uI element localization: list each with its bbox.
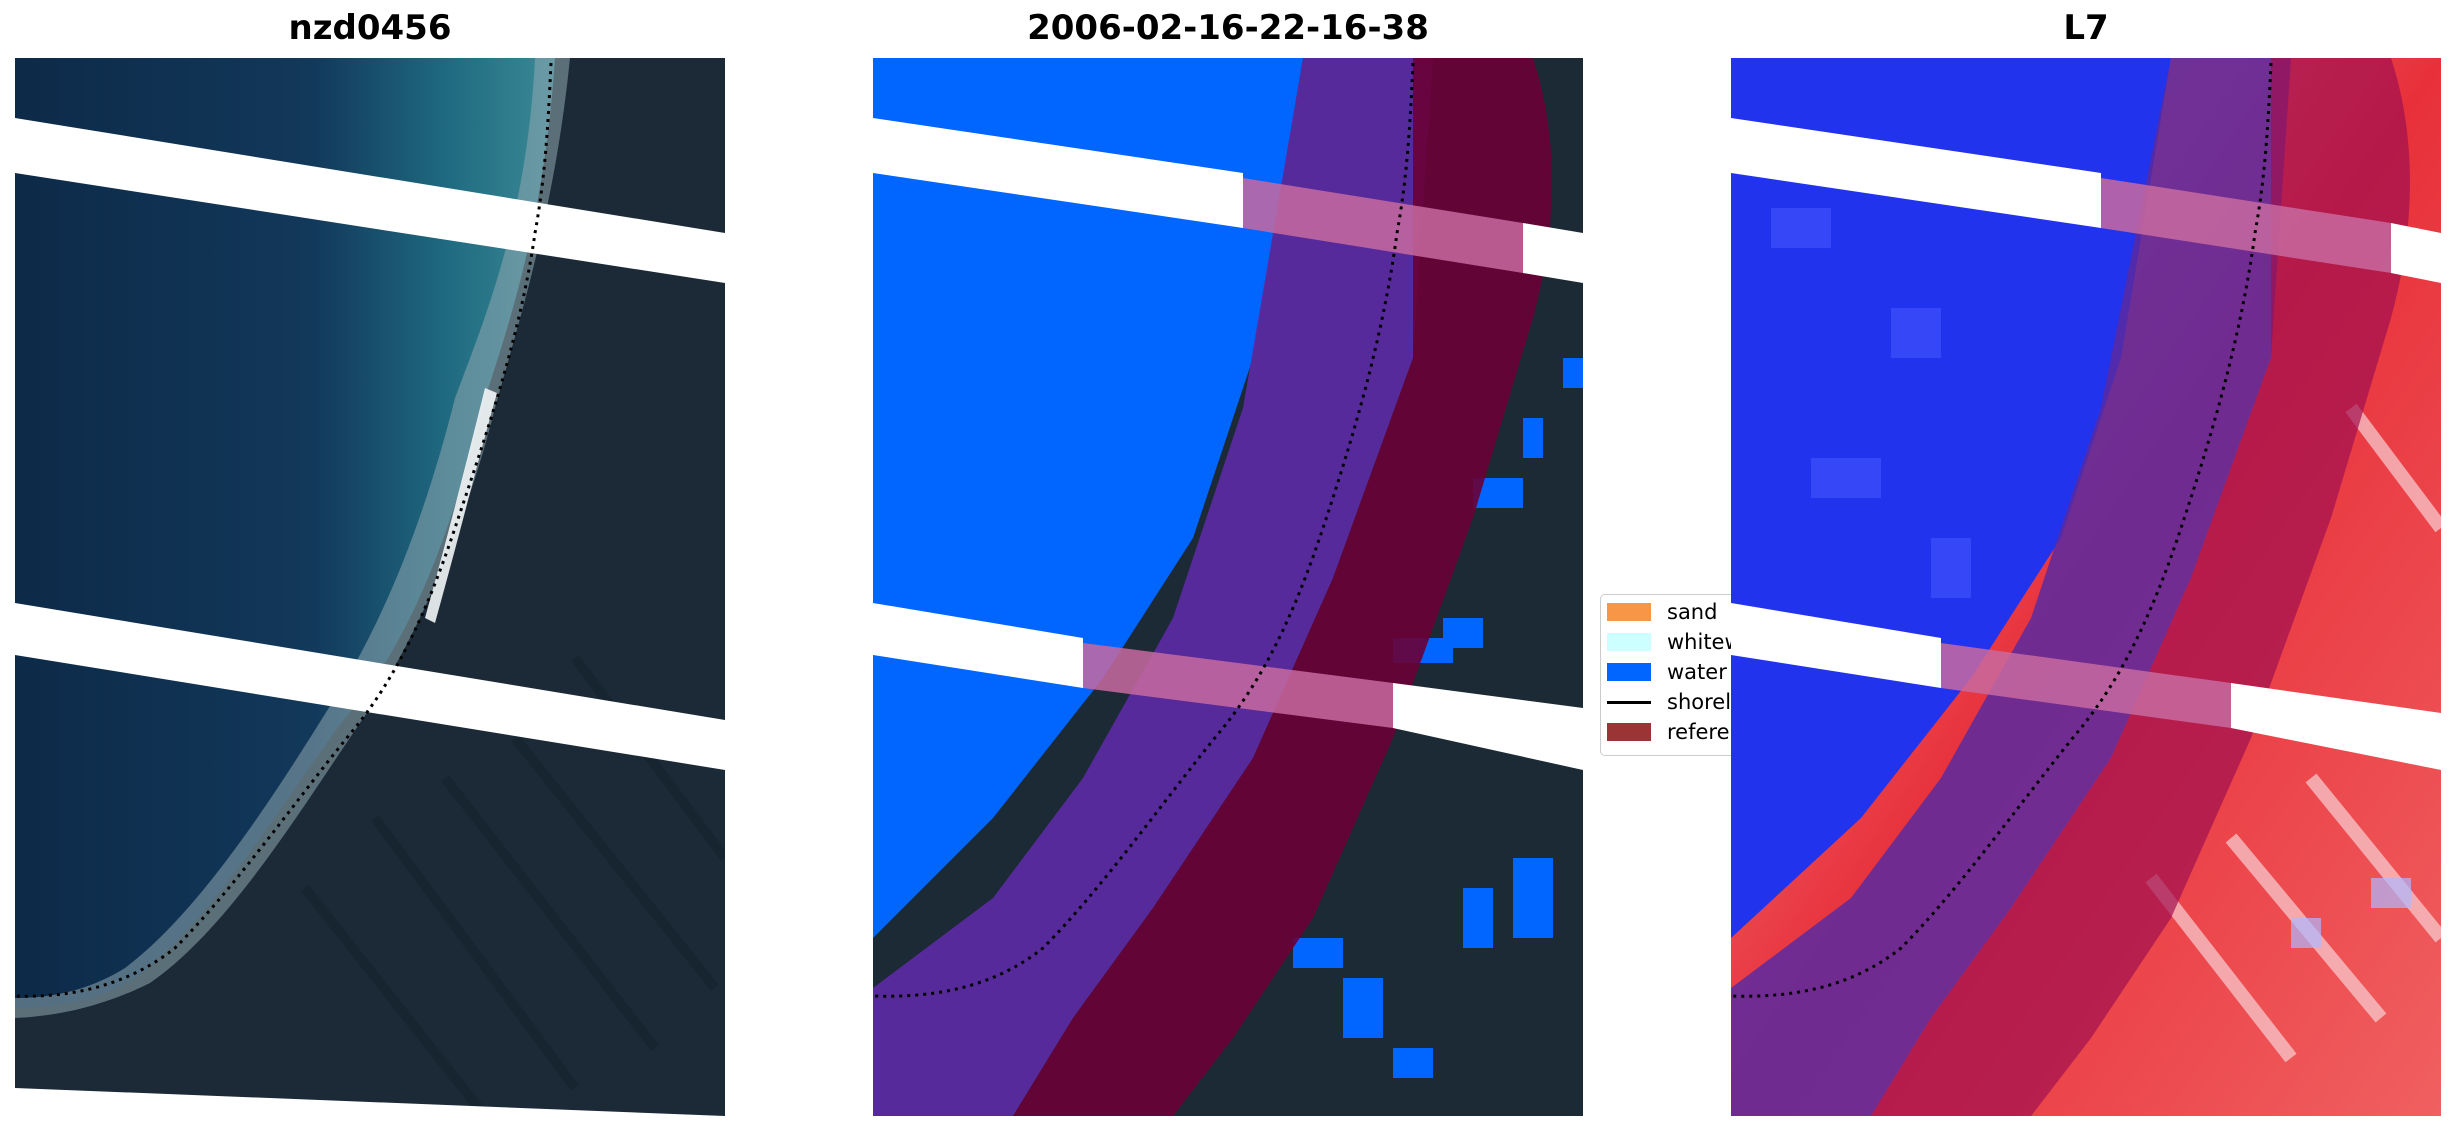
legend-label-water: water bbox=[1667, 660, 1727, 684]
panel-title-rgb: nzd0456 bbox=[288, 8, 452, 48]
legend-item-reference: reference bbox=[1601, 717, 1741, 747]
legend-label-reference: reference bbox=[1667, 720, 1741, 744]
legend-label-shoreline: shoreline bbox=[1667, 690, 1741, 714]
legend-item-shoreline: shoreline bbox=[1601, 687, 1741, 717]
legend-item-water: water bbox=[1601, 657, 1741, 687]
classified-image bbox=[873, 58, 1583, 1116]
legend-swatch-water bbox=[1607, 663, 1651, 681]
panel-title-index: L7 bbox=[2063, 8, 2109, 48]
legend-label-sand: sand bbox=[1667, 600, 1718, 624]
legend-swatch-whitewater bbox=[1607, 633, 1651, 651]
shoreline-line bbox=[15, 62, 553, 998]
legend-swatch-reference bbox=[1607, 723, 1651, 741]
panel-title-classified: 2006-02-16-22-16-38 bbox=[1027, 8, 1429, 48]
rgb-satellite-image bbox=[15, 58, 725, 1116]
legend-item-sand: sand bbox=[1601, 597, 1741, 627]
legend-line-shoreline bbox=[1607, 701, 1651, 704]
legend-swatch-sand bbox=[1607, 603, 1651, 621]
mndwi-image bbox=[1731, 58, 2441, 1116]
